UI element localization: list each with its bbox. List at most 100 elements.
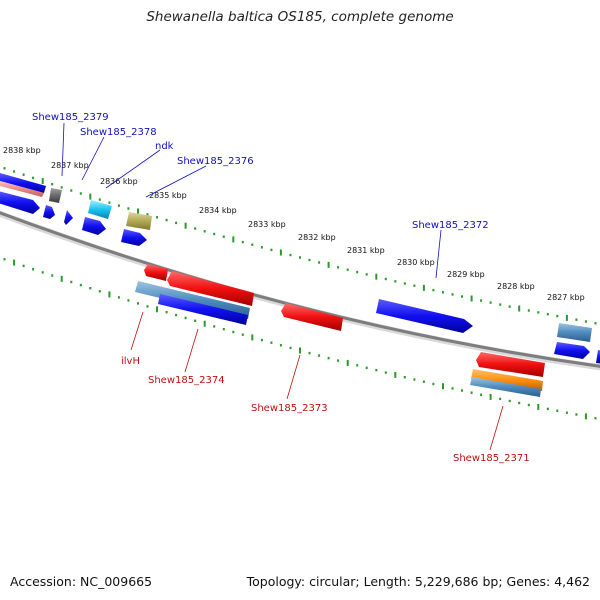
scale-tick xyxy=(299,347,301,354)
gene-feature[interactable] xyxy=(121,229,147,246)
scale-tick xyxy=(489,301,492,304)
gene-label[interactable]: ndk xyxy=(155,141,174,152)
scale-tick xyxy=(499,303,502,306)
scale-tick xyxy=(98,198,101,201)
scale-tick xyxy=(241,240,244,244)
scale-tick xyxy=(79,283,82,287)
scale-tick xyxy=(213,325,216,328)
gene-feature[interactable] xyxy=(281,303,343,331)
scale-tick xyxy=(432,288,435,292)
gene-feature[interactable] xyxy=(554,342,590,359)
scale-tick xyxy=(289,346,292,350)
scale-tick xyxy=(203,320,206,327)
scale-tick xyxy=(117,296,120,299)
scale-tick xyxy=(346,360,349,366)
gene-label[interactable]: Shew185_2373 xyxy=(251,403,328,414)
scale-tick xyxy=(365,366,368,369)
gene-feature[interactable] xyxy=(376,299,473,333)
scale-tick xyxy=(489,393,492,400)
scale-tick xyxy=(318,354,321,357)
scale-tick xyxy=(146,213,149,216)
scale-tick xyxy=(279,249,282,256)
scale-tick xyxy=(461,389,463,392)
scale-tick xyxy=(442,291,444,294)
scale-tick xyxy=(375,369,378,372)
scale-tick xyxy=(184,222,187,229)
gene-feature[interactable] xyxy=(471,369,543,391)
gene-feature[interactable] xyxy=(0,191,40,214)
kbp-label: 2834 kbp xyxy=(199,206,237,215)
scale-tick xyxy=(508,305,511,308)
kbp-label: 2838 kbp xyxy=(3,146,41,155)
scale-tick xyxy=(184,316,187,320)
gene-feature[interactable] xyxy=(43,205,55,219)
scale-tick xyxy=(346,268,349,271)
gene-feature[interactable] xyxy=(82,217,106,235)
scale-tick xyxy=(527,309,530,312)
scale-tick xyxy=(537,311,540,314)
scale-tick xyxy=(13,259,16,266)
gene-feature[interactable] xyxy=(88,200,112,219)
gene-label[interactable]: Shew185_2376 xyxy=(177,156,254,167)
gene-label[interactable]: ilvH xyxy=(121,356,140,367)
scale-tick xyxy=(442,383,444,390)
gene-label[interactable]: Shew185_2378 xyxy=(80,127,157,138)
scale-tick xyxy=(384,277,387,281)
scale-tick xyxy=(32,176,35,180)
scale-tick xyxy=(575,413,578,416)
gene-feature[interactable] xyxy=(64,210,73,225)
gene-feature[interactable] xyxy=(49,188,62,203)
scale-tick xyxy=(594,322,597,325)
gene-feature[interactable] xyxy=(158,294,248,325)
gene-feature[interactable] xyxy=(470,377,541,397)
scale-tick xyxy=(356,270,359,274)
scale-tick xyxy=(156,306,158,313)
scale-tick xyxy=(403,282,406,285)
scale-tick xyxy=(213,232,216,236)
scale-tick xyxy=(394,280,397,283)
scale-tick xyxy=(327,261,330,268)
scale-tick xyxy=(146,305,149,308)
gene-label[interactable]: Shew185_2374 xyxy=(148,375,225,386)
gene-feature[interactable] xyxy=(476,352,545,377)
gene-feature[interactable] xyxy=(596,350,600,364)
scale-tick xyxy=(127,299,130,302)
gene-feature[interactable] xyxy=(557,323,592,342)
gene-label[interactable]: Shew185_2372 xyxy=(412,220,489,231)
scale-tick xyxy=(89,193,92,200)
scale-tick xyxy=(70,280,73,284)
scale-tick xyxy=(137,208,139,215)
scale-tick xyxy=(41,271,44,274)
scale-tick xyxy=(451,387,454,390)
scale-tick xyxy=(32,268,35,271)
gene-label[interactable]: Shew185_2379 xyxy=(32,112,109,123)
gene-feature[interactable] xyxy=(126,212,152,230)
scale-tick xyxy=(308,258,311,262)
gene-feature[interactable] xyxy=(0,181,44,197)
kbp-label: 2832 kbp xyxy=(298,233,336,242)
scale-tick xyxy=(232,330,235,334)
scale-tick xyxy=(422,284,425,291)
gene-label[interactable]: Shew185_2371 xyxy=(453,453,530,464)
scale-tick xyxy=(480,299,483,302)
gene-feature[interactable] xyxy=(0,173,46,193)
scale-tick xyxy=(413,284,416,287)
scale-tick xyxy=(232,236,235,243)
scale-tick xyxy=(470,295,473,302)
scale-tick xyxy=(584,413,587,420)
scale-tick xyxy=(289,253,292,257)
scale-tick xyxy=(337,266,340,269)
gene-feature[interactable] xyxy=(144,264,168,281)
scale-tick xyxy=(194,227,197,230)
scale-tick xyxy=(299,256,301,259)
scale-tick xyxy=(51,274,54,277)
scale-tick xyxy=(499,397,502,401)
scale-tick xyxy=(3,167,6,170)
scale-tick xyxy=(537,403,540,410)
inner-tick-ring xyxy=(3,258,597,420)
gene-feature[interactable] xyxy=(167,271,254,306)
kbp-label: 2836 kbp xyxy=(100,177,138,186)
scale-tick xyxy=(356,364,359,367)
scale-tick xyxy=(318,261,321,264)
